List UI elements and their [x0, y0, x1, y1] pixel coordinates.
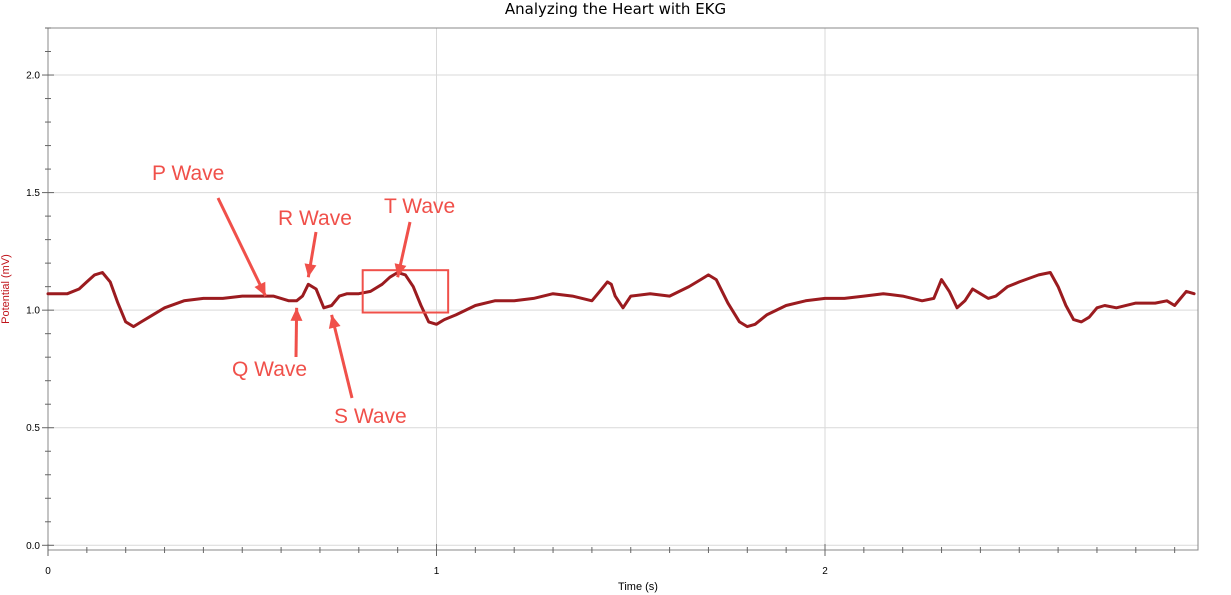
- annotation-label: Q Wave: [232, 358, 307, 381]
- y-tick-label: 1.0: [26, 306, 40, 317]
- y-tick-label: 0.5: [26, 423, 40, 434]
- x-tick-label: 2: [822, 566, 828, 577]
- chart-title: Analyzing the Heart with EKG: [504, 0, 727, 18]
- plot-frame: [47, 27, 1199, 551]
- y-tick-label: 0.0: [26, 541, 40, 552]
- grid: [48, 28, 1198, 550]
- annotation-label: T Wave: [384, 195, 455, 218]
- axis-ticks: 0.0 0.5 1.0 1.5 2.0 0 1 2: [26, 27, 1176, 577]
- annotation-arrowhead: [290, 307, 303, 321]
- t-wave-highlight-box: [361, 269, 450, 314]
- annotation-arrowhead: [304, 263, 317, 278]
- x-tick-label: 1: [434, 566, 440, 577]
- x-tick-label: 0: [45, 566, 51, 577]
- annotation-arrow: [330, 314, 354, 399]
- annotation-label: R Wave: [278, 207, 352, 230]
- annotation-arrowhead: [254, 281, 266, 297]
- y-tick-label: 1.5: [26, 188, 40, 199]
- x-axis-label: Time (s): [618, 581, 658, 593]
- annotations: P Wave R Wave T Wave Q Wave S Wave: [152, 162, 455, 428]
- y-tick-label: 2.0: [26, 71, 40, 82]
- annotation-label: S Wave: [334, 405, 407, 428]
- annotation-label: P Wave: [152, 162, 224, 185]
- y-axis-label: Potential (mV): [0, 254, 12, 324]
- annotation-arrowhead: [394, 263, 407, 278]
- annotation-arrow: [216, 197, 267, 297]
- annotation-arrowhead: [328, 314, 341, 329]
- ekg-series-line: [46, 271, 1196, 329]
